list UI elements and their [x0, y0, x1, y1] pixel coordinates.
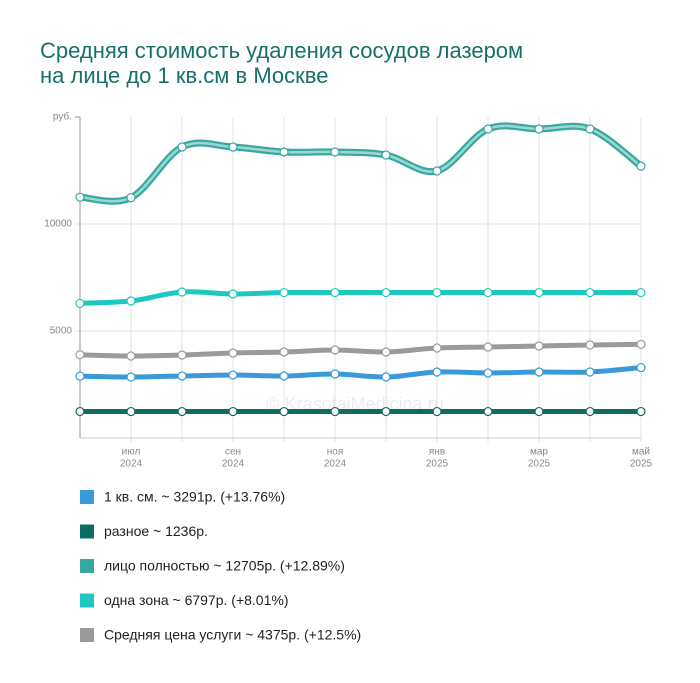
point: [279, 287, 289, 298]
point: [126, 351, 136, 361]
legend-label: разное ~ 1236р.: [104, 523, 208, 539]
point: [228, 370, 238, 380]
legend-swatch: [80, 628, 94, 642]
point: [126, 193, 136, 203]
legend-swatch: [80, 559, 94, 573]
point: [75, 371, 85, 381]
point: [228, 406, 238, 417]
legend-swatch: [80, 593, 94, 608]
point: [534, 287, 544, 298]
x-tick-year: 2025: [426, 459, 449, 470]
point: [483, 124, 493, 134]
point: [228, 348, 238, 358]
point: [432, 287, 442, 298]
point: [636, 161, 646, 171]
point: [381, 347, 391, 357]
point: [534, 406, 544, 417]
chart-title: на лице до 1 кв.см в Москве: [40, 63, 328, 88]
point: [126, 406, 136, 417]
point: [330, 345, 340, 355]
series-line-inner: [79, 124, 642, 203]
y-tick-label: 5000: [50, 326, 73, 337]
point: [381, 406, 391, 417]
point: [534, 124, 544, 134]
point: [483, 368, 493, 378]
point: [636, 339, 646, 349]
legend-label: одна зона ~ 6797р. (+8.01%): [104, 592, 288, 608]
point: [228, 142, 238, 152]
x-tick-year: 2024: [324, 459, 347, 470]
point: [279, 406, 289, 417]
point: [75, 192, 85, 202]
point: [279, 371, 289, 381]
point: [585, 124, 595, 134]
y-tick-label: 10000: [44, 219, 72, 230]
point: [636, 287, 646, 298]
point: [330, 406, 340, 417]
point: [177, 371, 187, 381]
chart-title: Средняя стоимость удаления сосудов лазер…: [40, 38, 523, 63]
point: [126, 296, 136, 306]
x-tick-year: 2025: [528, 459, 551, 470]
point: [483, 406, 493, 417]
point: [432, 367, 442, 377]
point: [483, 342, 493, 352]
legend-swatch: [80, 524, 94, 539]
point: [126, 372, 136, 382]
point: [534, 341, 544, 351]
legend-label: лицо полностью ~ 12705р. (+12.89%): [104, 558, 345, 574]
point: [279, 347, 289, 357]
legend-label: Средняя цена услуги ~ 4375р. (+12.5%): [104, 627, 361, 643]
point: [585, 367, 595, 377]
point: [177, 287, 187, 297]
x-tick-label: июл: [122, 447, 141, 458]
x-tick-label: ноя: [327, 447, 344, 458]
point: [75, 350, 85, 360]
x-tick-label: мар: [530, 447, 548, 458]
point: [177, 350, 187, 360]
point: [534, 367, 544, 377]
point: [279, 147, 289, 157]
point: [432, 343, 442, 353]
point: [432, 166, 442, 176]
point: [330, 147, 340, 157]
x-tick-label: май: [632, 447, 650, 458]
x-tick-year: 2024: [120, 459, 143, 470]
legend-swatch: [80, 490, 94, 504]
point: [636, 362, 646, 373]
legend-label: 1 кв. см. ~ 3291р. (+13.76%): [104, 489, 285, 505]
point: [75, 406, 85, 417]
y-tick-label: руб.: [53, 111, 72, 123]
point: [432, 406, 442, 417]
x-tick-label: янв: [429, 447, 445, 458]
point: [381, 287, 391, 298]
point: [585, 287, 595, 298]
point: [381, 372, 391, 382]
x-tick-year: 2025: [630, 459, 653, 470]
point: [381, 150, 391, 160]
x-tick-label: сен: [225, 447, 241, 458]
point: [228, 289, 238, 299]
point: [177, 142, 187, 152]
point: [585, 340, 595, 350]
point: [330, 369, 340, 379]
point: [330, 287, 340, 298]
watermark: © KrasotaiMedicina.ru: [266, 394, 443, 414]
point: [75, 298, 85, 308]
point: [483, 287, 493, 298]
point: [636, 406, 646, 417]
point: [585, 406, 595, 417]
x-tick-year: 2024: [222, 459, 245, 470]
point: [177, 406, 187, 417]
